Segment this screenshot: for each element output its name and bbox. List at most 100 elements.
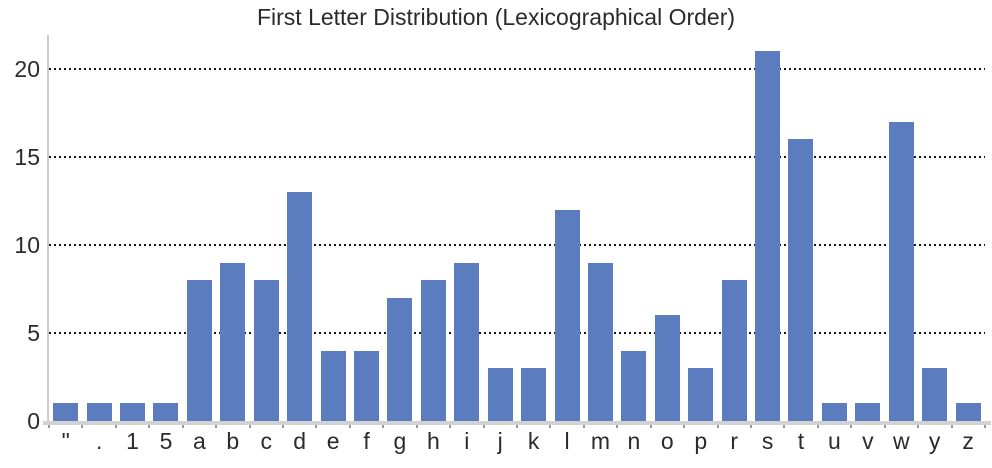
bar-1 (120, 403, 146, 421)
x-axis-tick-mark (148, 425, 151, 428)
bar-slot (82, 35, 115, 421)
bar-slot (283, 35, 316, 421)
x-tick-label-s: s (761, 428, 774, 454)
bar-r (721, 280, 747, 421)
x-axis-tick-mark (282, 425, 284, 428)
x-axis-tick-mark (683, 425, 686, 428)
y-axis-tick-labels: 0 5 10 15 20 (0, 35, 40, 434)
bar-slot (885, 35, 918, 421)
bar-slot (149, 35, 182, 421)
bar-b (220, 263, 246, 421)
x-tick-label-w: w (892, 428, 910, 454)
chart-title: First Letter Distribution (Lexicographic… (256, 4, 736, 30)
bar-slot (717, 35, 750, 421)
x-axis-tick-mark (382, 425, 385, 428)
x-tick-label-g: g (393, 428, 407, 454)
bar-h (420, 280, 446, 421)
bar-n (621, 351, 647, 421)
x-axis-tick-mark (215, 425, 218, 428)
bar-c (253, 280, 279, 421)
x-axis-tick-mark (415, 425, 418, 428)
x-tick-label-p: p (694, 428, 708, 454)
bar-slot (951, 35, 984, 421)
bar-slot (550, 35, 583, 421)
x-tick-label-c: c (260, 428, 272, 454)
gridline-y20 (49, 68, 985, 70)
bar-e (320, 351, 346, 421)
x-tick-label-.: . (95, 428, 103, 454)
bar-i (454, 263, 480, 421)
x-axis-tick-mark (516, 425, 518, 428)
gridline-y10 (49, 244, 985, 246)
x-tick-label-n: n (627, 428, 641, 454)
x-tick-label-d: d (293, 428, 307, 454)
bar-slot (116, 35, 149, 421)
bar-slot (851, 35, 884, 421)
bar-slot (517, 35, 550, 421)
x-axis-tick-mark (114, 425, 117, 428)
x-axis-tick-mark (883, 425, 886, 428)
x-axis-tick-mark (81, 425, 84, 428)
bar-. (86, 403, 112, 421)
x-tick-label-l: l (564, 428, 570, 454)
x-tick-label-b: b (226, 428, 240, 454)
bar-j (487, 368, 513, 421)
x-axis-tick-mark (750, 425, 752, 428)
x-tick-label-i: i (464, 428, 470, 454)
bar-slot (450, 35, 483, 421)
bar-s (755, 51, 781, 421)
bar-slot (751, 35, 784, 421)
x-tick-label-a: a (193, 428, 206, 454)
gridline-y15 (49, 156, 985, 158)
bar-v (855, 403, 881, 421)
x-axis-tick-mark (449, 425, 452, 428)
x-axis-tick-mark (549, 425, 552, 428)
bar-f (354, 351, 379, 421)
bar-m (587, 263, 613, 421)
bar-" (53, 403, 79, 421)
bar-a (186, 280, 212, 421)
bar-l (554, 210, 580, 421)
bar-g (387, 298, 413, 421)
bar-slot (483, 35, 516, 421)
bar-d (287, 192, 313, 421)
x-tick-label-f: f (363, 428, 370, 454)
y-tick-label-20: 20 (14, 56, 40, 82)
x-axis-tick-labels: ". 1 5 a b c d e f g h i j k l m n o p r s t u v w y z (49, 428, 985, 454)
bar-slot (617, 35, 650, 421)
x-tick-label-h: h (426, 428, 440, 454)
bar-slot (183, 35, 216, 421)
bar-slot (216, 35, 249, 421)
bar-slot (250, 35, 283, 421)
x-axis-tick-mark (649, 425, 652, 428)
x-tick-label-m: m (590, 428, 611, 454)
x-tick-label-o: o (660, 428, 674, 454)
x-tick-label-v: v (862, 428, 874, 454)
x-axis-tick-mark (315, 425, 318, 428)
x-axis-tick-mark (48, 425, 50, 428)
x-tick-label-": " (61, 428, 70, 454)
x-tick-label-r: r (730, 428, 738, 454)
bar-w (888, 122, 914, 421)
x-tick-label-t: t (797, 428, 805, 454)
x-tick-label-y: y (928, 428, 941, 454)
bar-5 (153, 403, 179, 421)
x-tick-label-e: e (326, 428, 340, 454)
bar-k (521, 368, 547, 421)
bar-slot (316, 35, 349, 421)
x-axis-tick-mark (348, 425, 351, 428)
x-axis-tick-mark (716, 425, 719, 428)
bar-slot (383, 35, 416, 421)
x-axis-spine (43, 421, 991, 425)
bar-slot (651, 35, 684, 421)
bar-o (654, 315, 680, 421)
bar-slot (350, 35, 383, 421)
bar-slot (818, 35, 851, 421)
bar-slot (49, 35, 82, 421)
bar-y (922, 368, 948, 421)
x-tick-label-u: u (828, 428, 841, 454)
y-tick-label-5: 5 (27, 320, 40, 346)
x-axis-tick-mark (248, 425, 251, 428)
x-tick-label-k: k (527, 428, 540, 454)
bars-container (49, 35, 985, 421)
